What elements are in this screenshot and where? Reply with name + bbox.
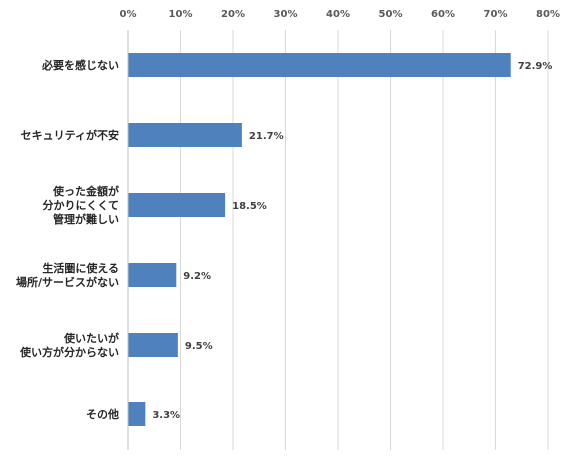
bar [128,333,178,357]
data-labels: 72.9% 21.7% 18.5% 9.2% 9.5% 3.3% [152,61,552,421]
x-tick-labels: 0% 10% 20% 30% 40% 50% 60% 70% 80% [120,9,560,20]
category-label-line: セキュリティが不安 [21,128,119,142]
category-label: 使った金額が分かりにくくて管理が難しい [43,184,119,226]
category-label-line: 使い方が分からない [19,345,119,359]
bar [128,123,242,147]
category-label-line: 管理が難しい [53,212,119,226]
category-label: その他 [86,407,119,421]
x-tick-label: 30% [274,9,298,20]
bar [128,193,226,217]
x-tick-label: 0% [120,9,137,20]
category-label-line: 分かりにくくて [43,198,119,212]
category-label: セキュリティが不安 [21,128,119,142]
category-label-line: その他 [86,407,119,421]
category-labels: 必要を感じないセキュリティが不安使った金額が分かりにくくて管理が難しい生活圏に使… [16,58,119,421]
bars [128,53,511,426]
x-tick-label: 10% [169,9,193,20]
data-label: 18.5% [232,201,267,212]
data-label: 72.9% [518,61,553,72]
x-tick-label: 20% [221,9,245,20]
category-label-line: 生活圏に使える [42,261,119,275]
category-label: 生活圏に使える場所/サービスがない [16,261,119,289]
data-label: 9.5% [185,341,213,352]
data-label: 3.3% [152,410,180,421]
category-label: 使いたいが使い方が分からない [19,331,119,359]
category-label: 必要を感じない [41,58,119,72]
bar [128,53,511,77]
data-label: 21.7% [249,131,284,142]
x-tick-label: 80% [536,9,560,20]
x-tick-label: 60% [431,9,455,20]
x-tick-label: 70% [484,9,508,20]
bar [128,402,146,426]
x-tick-label: 40% [326,9,350,20]
bar [128,263,177,287]
category-label-line: 使いたいが [63,331,119,345]
data-label: 9.2% [183,271,211,282]
x-tick-label: 50% [379,9,403,20]
category-label-line: 必要を感じない [41,58,119,72]
category-label-line: 使った金額が [52,184,119,198]
category-label-line: 場所/サービスがない [16,275,119,289]
grid-lines [180,30,549,450]
